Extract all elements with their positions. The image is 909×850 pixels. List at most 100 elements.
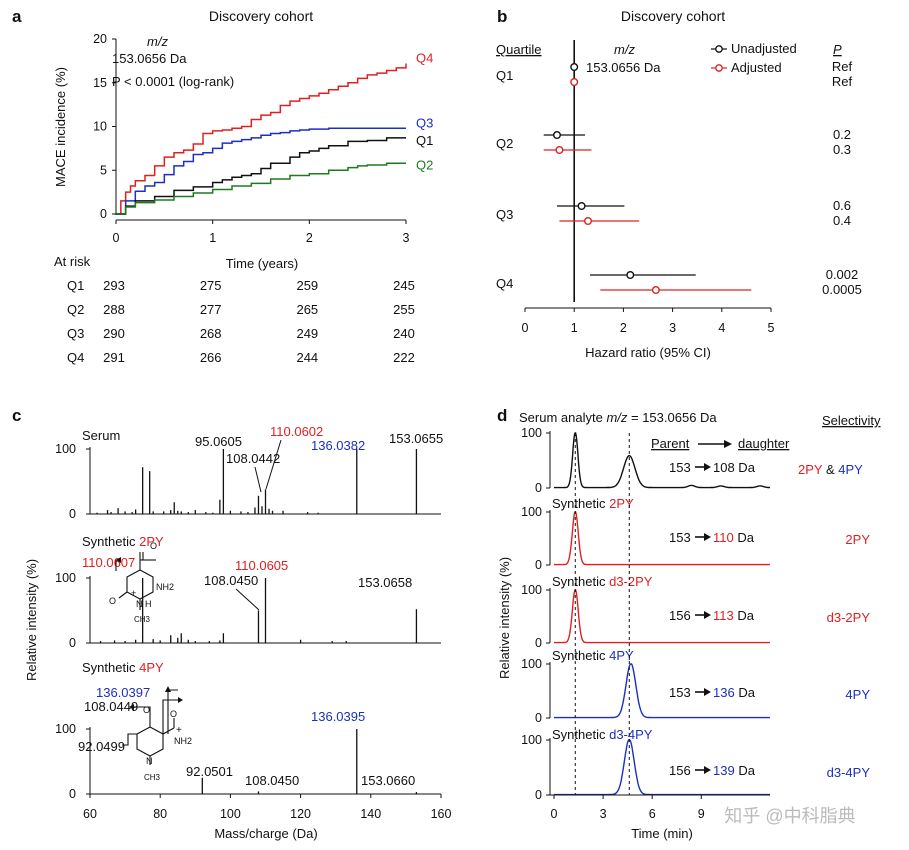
watermark: 知乎 @中科脂典 [724,806,855,826]
chrom-xtick-label: 0 [551,807,558,821]
charge-2py: + [131,588,136,598]
panel-a-axes: 0 5 10 15 20 0 1 2 3 Q4 Q3 Q1 Q2 [93,32,433,245]
transition-arrow-head [704,533,711,541]
panel-a-ytick-label: 5 [100,163,107,177]
quartile-header: Quartile [496,42,542,57]
hr-point-unadj [577,201,586,210]
quartile-label: Q3 [496,207,513,222]
spectrum-xtick-label: 100 [220,807,241,821]
panel-label-a: a [12,7,22,26]
chrom-xtick-label: 3 [600,807,607,821]
panel-a-xtick-label: 0 [113,231,120,245]
p-header: P [833,42,842,57]
panel-b-mass: 153.0656 Da [586,60,661,75]
panel-d-ylabel: Relative intensity (%) [497,557,512,679]
transition-arrow-head [704,766,711,774]
at-risk-value: 255 [393,302,415,317]
peak-label: 92.0499 [78,739,125,754]
peak-leader [254,466,262,493]
p-value-adjusted: 0.3 [833,142,851,157]
panel-a-xtick-label: 3 [403,231,410,245]
chrom-ytick-100: 100 [521,505,542,519]
panel-d-xlabel: Time (min) [631,826,693,841]
panel-label-c: c [12,406,21,425]
panel-b: b Discovery cohort Quartile m/z 153.0656… [496,7,862,360]
panel-label-d: d [497,406,507,425]
hr-point-adj [651,286,660,295]
atom-nh2-4py: NH2 [174,736,192,746]
peak-label: 153.0658 [358,575,412,590]
p-value-unadjusted: Ref [832,59,853,74]
chrom-ytick-0: 0 [535,636,542,650]
chrom-xtick-label: 9 [698,807,705,821]
atom-o-4py: O [143,705,150,715]
transition-daughter: 139 Da [713,763,756,778]
parent-label: Parent [651,436,690,451]
p-value-unadjusted: 0.2 [833,127,851,142]
transition-parent: 153 [669,530,691,545]
chrom-ytick-0: 0 [535,788,542,802]
selectivity-value: d3-2PY [827,610,871,625]
spectrum-title: Synthetic 4PY [82,660,164,675]
transition-parent: 153 [669,460,691,475]
panel-a-ytick-label: 10 [93,120,107,134]
at-risk-label: At risk [54,254,91,269]
quartile-label: Q4 [496,276,513,291]
at-risk-value: 288 [103,302,125,317]
spectrum-xtick-label: 140 [360,807,381,821]
spectrum-ytick-0: 0 [69,507,76,521]
at-risk-value: 245 [393,278,415,293]
panel-a-pvalue: P < 0.0001 (log-rank) [112,74,234,89]
spectrum-xtick-label: 120 [290,807,311,821]
panel-b-mz: m/z [614,42,635,57]
panel-b-legend: Unadjusted Adjusted [711,41,797,75]
panel-c-ylabel: Relative intensity (%) [24,559,39,681]
quartile-label: Q2 [496,136,513,151]
transition-daughter: 108 Da [713,460,756,475]
peak-label: 153.0655 [389,431,443,446]
p-value-adjusted: Ref [832,74,853,89]
chrom-title: Synthetic d3-2PY [552,574,653,589]
km-label-q4: Q4 [416,51,433,66]
panel-b-xlabel: Hazard ratio (95% CI) [585,345,711,360]
atom-o2-4py: O [170,709,177,719]
at-risk-value: 290 [103,326,125,341]
panel-b-xtick-label: 0 [522,321,529,335]
peak-label: 153.0660 [361,773,415,788]
chrom-title: Synthetic 2PY [552,496,634,511]
at-risk-value: 275 [200,278,222,293]
p-value-adjusted: 0.4 [833,213,851,228]
panel-d-header-b: = 153.0656 Da [627,410,717,425]
p-value-unadjusted: 0.6 [833,198,851,213]
transition-daughter: 113 Da [713,608,755,623]
panel-b-xtick-label: 4 [718,321,725,335]
panel-label-b: b [497,7,507,26]
transition-arrow-head [704,463,711,471]
selectivity-value: 4PY [845,687,870,702]
panel-b-title: Discovery cohort [621,8,725,24]
legend-adjusted: Adjusted [731,60,782,75]
at-risk-value: 277 [200,302,222,317]
atom-nh2-2py: NH2 [156,582,174,592]
spectrum-title: Synthetic 2PY [82,534,164,549]
p-value-unadjusted: 0.002 [826,267,859,282]
atom-n-4py: N [146,756,153,766]
spectrum-xtick-label: 60 [83,807,97,821]
spectrum-ytick-0: 0 [69,787,76,801]
panel-a-title: Discovery cohort [209,8,313,24]
transition-arrow-head [704,688,711,696]
quartile-label: Q1 [496,68,513,83]
panel-a-ylabel: MACE incidence (%) [53,67,68,187]
spectrum-ytick-100: 100 [55,722,76,736]
chrom-ytick-100: 100 [521,583,542,597]
at-risk-value: 293 [103,278,125,293]
chrom-ytick-0: 0 [535,711,542,725]
transition-parent: 156 [669,763,691,778]
hr-point-adj [555,145,564,154]
panel-b-xtick-label: 2 [620,321,627,335]
selectivity-header: Selectivity [822,413,881,428]
hr-point-adj [583,216,592,225]
hr-point-adj [570,77,579,86]
